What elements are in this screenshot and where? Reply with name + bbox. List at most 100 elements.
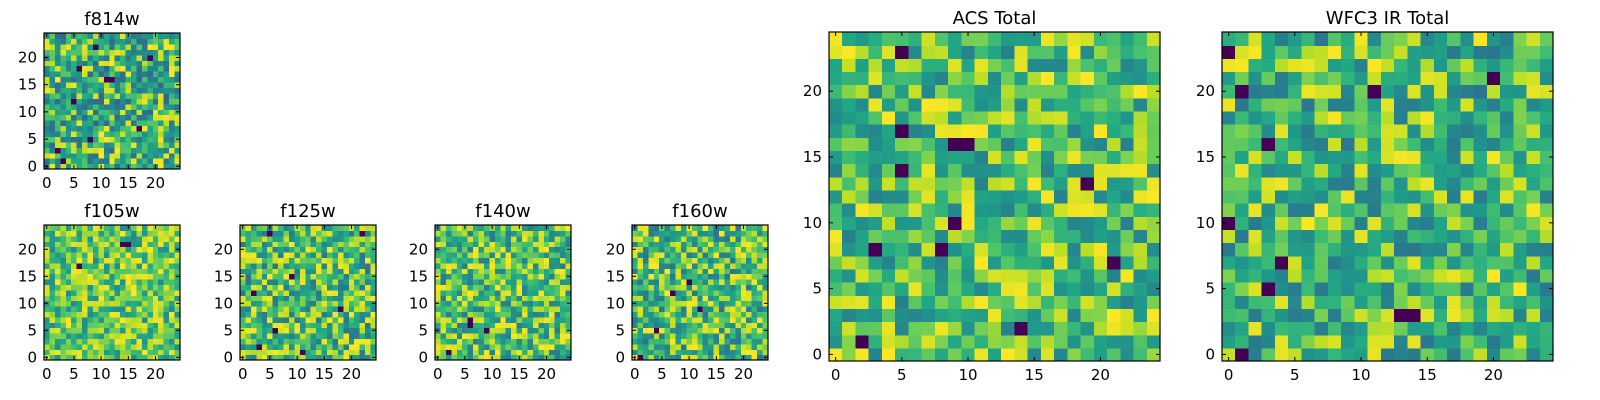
pixel-f814w-23-1	[169, 158, 176, 165]
pixel-f814w-7-6	[82, 130, 89, 137]
pixel-f105w-14-16	[120, 268, 127, 275]
pixel-f105w-5-6	[71, 322, 78, 329]
pixel-f160w-8-22	[675, 235, 682, 242]
pixel-f160w-19-18	[735, 257, 742, 264]
pixel-acs-total-6-8	[908, 242, 923, 257]
pixel-f105w-18-1	[141, 349, 148, 356]
pixel-f160w-12-20	[697, 246, 704, 253]
pixel-wfc3-ir-total-18-0	[1460, 347, 1475, 362]
pixel-f160w-8-23	[675, 230, 682, 237]
pixel-f160w-10-8	[686, 311, 693, 318]
pixel-f125w-2-9	[250, 306, 257, 312]
pixel-f160w-19-15	[735, 273, 742, 280]
pixel-f140w-4-11	[456, 295, 463, 302]
pixel-f160w-23-12	[757, 289, 764, 296]
pixel-wfc3-ir-total-18-6	[1460, 268, 1475, 283]
pixel-f160w-6-14	[664, 279, 671, 285]
pixel-f140w-1-3	[440, 338, 447, 345]
pixel-f125w-24-8	[370, 311, 377, 318]
pixel-f105w-22-22	[163, 235, 170, 242]
pixel-f125w-20-15	[348, 273, 355, 280]
pixel-f140w-5-12	[462, 289, 469, 296]
pixel-f105w-18-7	[141, 316, 148, 323]
pixel-acs-total-1-15	[842, 150, 857, 165]
pixel-f140w-11-2	[494, 343, 501, 350]
pixel-f160w-15-3	[713, 338, 720, 345]
pixel-f125w-11-21	[299, 241, 306, 248]
pixel-f125w-9-15	[288, 273, 295, 280]
pixel-f814w-21-14	[158, 87, 165, 94]
pixel-wfc3-ir-total-20-7	[1486, 255, 1501, 270]
pixel-wfc3-ir-total-14-14	[1407, 163, 1422, 178]
pixel-wfc3-ir-total-20-18	[1486, 110, 1501, 125]
pixel-acs-total-12-18	[987, 110, 1002, 125]
pixel-acs-total-7-1	[921, 334, 936, 349]
pixel-acs-total-22-7	[1120, 255, 1135, 270]
pixel-f160w-1-7	[637, 316, 644, 323]
pixel-f160w-11-5	[691, 327, 698, 334]
pixel-f125w-19-6	[343, 322, 350, 329]
pixel-f160w-9-15	[680, 273, 687, 280]
pixel-acs-total-16-17	[1040, 124, 1055, 138]
pixel-f160w-2-11	[642, 295, 649, 302]
pixel-f105w-7-5	[82, 327, 89, 334]
pixel-f125w-0-6	[240, 322, 247, 329]
pixel-f125w-17-23	[332, 230, 339, 237]
pixel-f814w-22-4	[163, 141, 170, 148]
pixel-f105w-17-9	[136, 306, 143, 312]
pixel-wfc3-ir-total-4-1	[1274, 334, 1289, 349]
pixel-f160w-8-11	[675, 295, 682, 302]
pixel-f105w-6-22	[76, 235, 83, 242]
pixel-f140w-7-2	[473, 343, 480, 350]
pixel-f140w-9-19	[483, 252, 490, 258]
pixel-wfc3-ir-total-11-24	[1367, 32, 1382, 46]
pixel-f105w-23-18	[169, 257, 176, 264]
pixel-acs-total-23-4	[1133, 295, 1148, 309]
pixel-acs-total-13-4	[1001, 295, 1015, 309]
pixel-f814w-19-8	[147, 120, 154, 127]
pixel-acs-total-17-17	[1054, 124, 1068, 138]
pixel-acs-total-5-10	[895, 216, 910, 230]
pixel-f105w-20-13	[152, 284, 159, 291]
pixel-f160w-3-5	[648, 327, 655, 334]
pixel-acs-total-22-22	[1120, 58, 1135, 73]
pixel-f814w-2-6	[54, 130, 61, 137]
xtick-label: 0	[42, 365, 52, 383]
pixel-f140w-18-3	[532, 338, 539, 345]
pixel-f105w-16-7	[131, 316, 138, 323]
ytick-label: 10	[409, 294, 428, 312]
pixel-f160w-17-5	[724, 327, 731, 334]
pixel-f160w-15-6	[713, 322, 720, 329]
pixel-f814w-10-16	[98, 76, 105, 83]
pixel-f814w-3-24	[60, 33, 67, 40]
pixel-f125w-23-5	[365, 327, 372, 334]
pixel-acs-total-7-18	[921, 110, 936, 125]
pixel-f140w-13-2	[505, 343, 512, 350]
pixel-f105w-14-1	[120, 349, 127, 356]
pixel-f814w-3-12	[60, 98, 67, 105]
pixel-f160w-5-10	[659, 300, 666, 307]
pixel-acs-total-0-17	[829, 124, 843, 138]
pixel-f160w-23-7	[757, 316, 764, 323]
pixel-f140w-9-0	[483, 354, 490, 361]
pixel-f105w-15-23	[125, 230, 132, 237]
pixel-f160w-22-1	[751, 349, 758, 356]
pixel-f105w-7-12	[82, 289, 89, 296]
pixel-f105w-14-5	[120, 327, 127, 334]
pixel-wfc3-ir-total-20-2	[1486, 321, 1501, 336]
pixel-f140w-6-5	[467, 327, 474, 334]
pixel-f814w-11-0	[103, 163, 110, 170]
pixel-f160w-2-10	[642, 300, 649, 307]
pixel-f125w-16-3	[327, 338, 334, 345]
pixel-acs-total-24-9	[1146, 229, 1161, 244]
pixel-f160w-7-19	[670, 252, 677, 258]
pixel-f140w-23-7	[560, 316, 567, 323]
pixel-f814w-18-15	[141, 81, 148, 88]
pixel-acs-total-17-18	[1054, 110, 1068, 125]
pixel-f160w-9-21	[680, 241, 687, 248]
pixel-f125w-0-16	[240, 268, 247, 275]
pixel-f125w-9-20	[288, 246, 295, 253]
pixel-f105w-13-8	[114, 311, 121, 318]
pixel-wfc3-ir-total-24-4	[1539, 295, 1554, 309]
pixel-f125w-0-2	[240, 343, 247, 350]
